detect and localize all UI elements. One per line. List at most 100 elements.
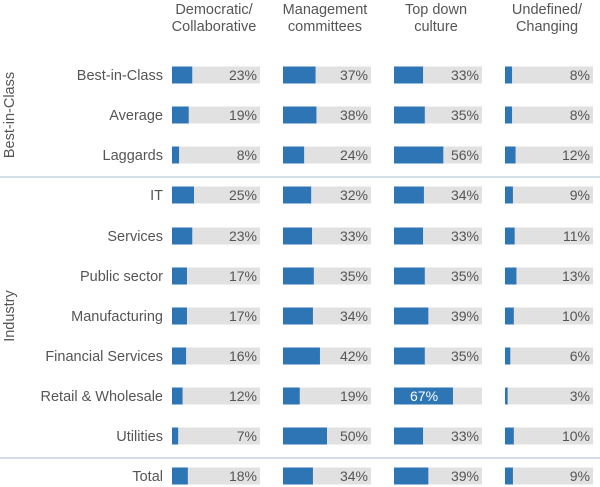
data-label: 13% xyxy=(562,268,590,284)
data-label: 12% xyxy=(562,147,590,163)
bar-track xyxy=(505,307,593,325)
data-label: 35% xyxy=(451,348,479,364)
data-label: 50% xyxy=(340,428,368,444)
column-header-2: committees xyxy=(288,19,362,35)
bar xyxy=(172,146,180,164)
bar xyxy=(394,307,429,325)
bar-track xyxy=(505,186,593,204)
data-label: 33% xyxy=(340,228,368,244)
bar xyxy=(283,347,320,365)
bar-track xyxy=(505,387,593,405)
column-header-4: Changing xyxy=(516,19,578,35)
bar-track xyxy=(172,267,260,285)
bar xyxy=(505,66,513,84)
data-label: 17% xyxy=(229,308,257,324)
data-label: 39% xyxy=(451,468,479,484)
row-label: Utilities xyxy=(116,429,163,445)
bar-track xyxy=(505,66,593,84)
bar xyxy=(394,146,444,164)
bar-track xyxy=(172,227,260,245)
data-label: 9% xyxy=(570,187,590,203)
data-label: 23% xyxy=(229,228,257,244)
bar-track xyxy=(505,347,593,365)
bar-track xyxy=(172,387,260,405)
bar xyxy=(505,467,513,485)
column-header-4: Undefined/ xyxy=(512,2,583,18)
bar xyxy=(394,387,453,405)
bar xyxy=(283,106,317,124)
bar xyxy=(505,186,513,204)
bar xyxy=(172,307,187,325)
bar-track xyxy=(505,467,593,485)
column-header-3: culture xyxy=(414,19,458,35)
bar xyxy=(505,347,511,365)
bar xyxy=(505,267,517,285)
bar xyxy=(505,146,516,164)
bar-track xyxy=(172,427,260,445)
column-header-1: Democratic/ xyxy=(175,2,253,18)
bar xyxy=(394,267,425,285)
row-label: IT xyxy=(150,188,163,204)
data-label: 18% xyxy=(229,468,257,484)
data-label: 35% xyxy=(451,107,479,123)
row-label: Total xyxy=(132,469,163,485)
row-label: Average xyxy=(109,108,163,124)
bar-track xyxy=(172,347,260,365)
column-header-1: Collaborative xyxy=(172,19,257,35)
data-label: 33% xyxy=(451,228,479,244)
data-label: 6% xyxy=(570,348,590,364)
column-header-3: Top down xyxy=(405,2,467,18)
bar xyxy=(283,387,300,405)
data-label: 19% xyxy=(340,388,368,404)
bar xyxy=(394,186,424,204)
data-label: 8% xyxy=(570,67,590,83)
data-label: 37% xyxy=(340,67,368,83)
bar xyxy=(394,467,429,485)
bar xyxy=(283,227,313,245)
data-label: 39% xyxy=(451,308,479,324)
data-label: 32% xyxy=(340,187,368,203)
bar xyxy=(283,146,305,164)
bar xyxy=(394,427,424,445)
data-label: 9% xyxy=(570,468,590,484)
bar xyxy=(394,347,425,365)
data-label: 19% xyxy=(229,107,257,123)
bar-track xyxy=(283,387,371,405)
bar xyxy=(283,186,312,204)
data-label: 35% xyxy=(340,268,368,284)
data-label: 8% xyxy=(570,107,590,123)
bar xyxy=(172,387,183,405)
column-header-2: Management xyxy=(283,2,368,18)
bar xyxy=(172,267,187,285)
data-label: 11% xyxy=(563,228,590,244)
bar xyxy=(283,427,327,445)
bar xyxy=(505,106,513,124)
bar xyxy=(505,307,514,325)
bar-track xyxy=(505,106,593,124)
bar xyxy=(172,106,189,124)
data-label: 12% xyxy=(229,388,257,404)
row-label: Best-in-Class xyxy=(77,68,163,84)
row-label: Retail & Wholesale xyxy=(41,389,164,405)
data-label: 17% xyxy=(229,268,257,284)
bar-track xyxy=(505,267,593,285)
bar xyxy=(505,227,515,245)
data-label: 33% xyxy=(451,428,479,444)
bar xyxy=(394,227,424,245)
bar xyxy=(505,387,508,405)
bar-track xyxy=(172,146,260,164)
data-label: 67% xyxy=(410,388,438,404)
data-label: 34% xyxy=(340,308,368,324)
data-label: 33% xyxy=(451,67,479,83)
row-label: Laggards xyxy=(103,148,163,164)
bar-track xyxy=(505,427,593,445)
row-label: Manufacturing xyxy=(71,309,163,325)
bar-track xyxy=(283,146,371,164)
data-label: 16% xyxy=(229,348,257,364)
bar xyxy=(172,347,187,365)
data-label: 34% xyxy=(451,187,479,203)
data-label: 56% xyxy=(451,147,479,163)
data-label: 42% xyxy=(340,348,368,364)
data-label: 10% xyxy=(562,428,590,444)
